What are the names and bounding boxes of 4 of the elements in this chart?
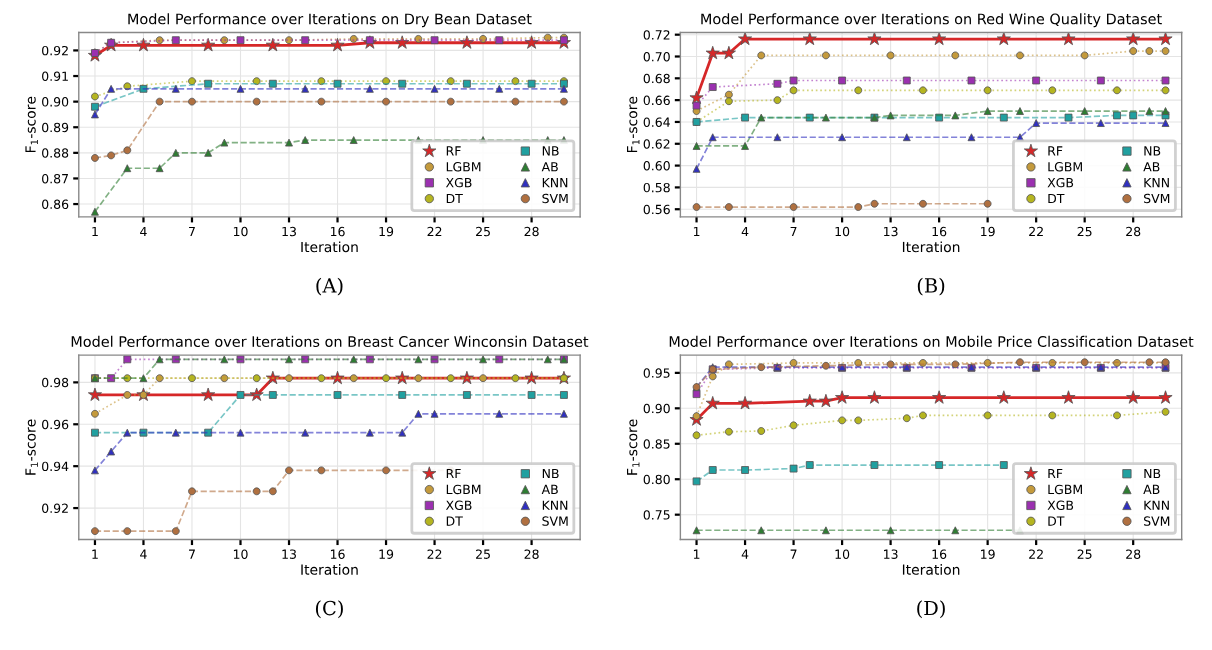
text: (A) <box>316 277 343 296</box>
text: (C) <box>315 600 343 619</box>
text: (D) <box>917 600 945 619</box>
text: (B) <box>917 277 945 296</box>
